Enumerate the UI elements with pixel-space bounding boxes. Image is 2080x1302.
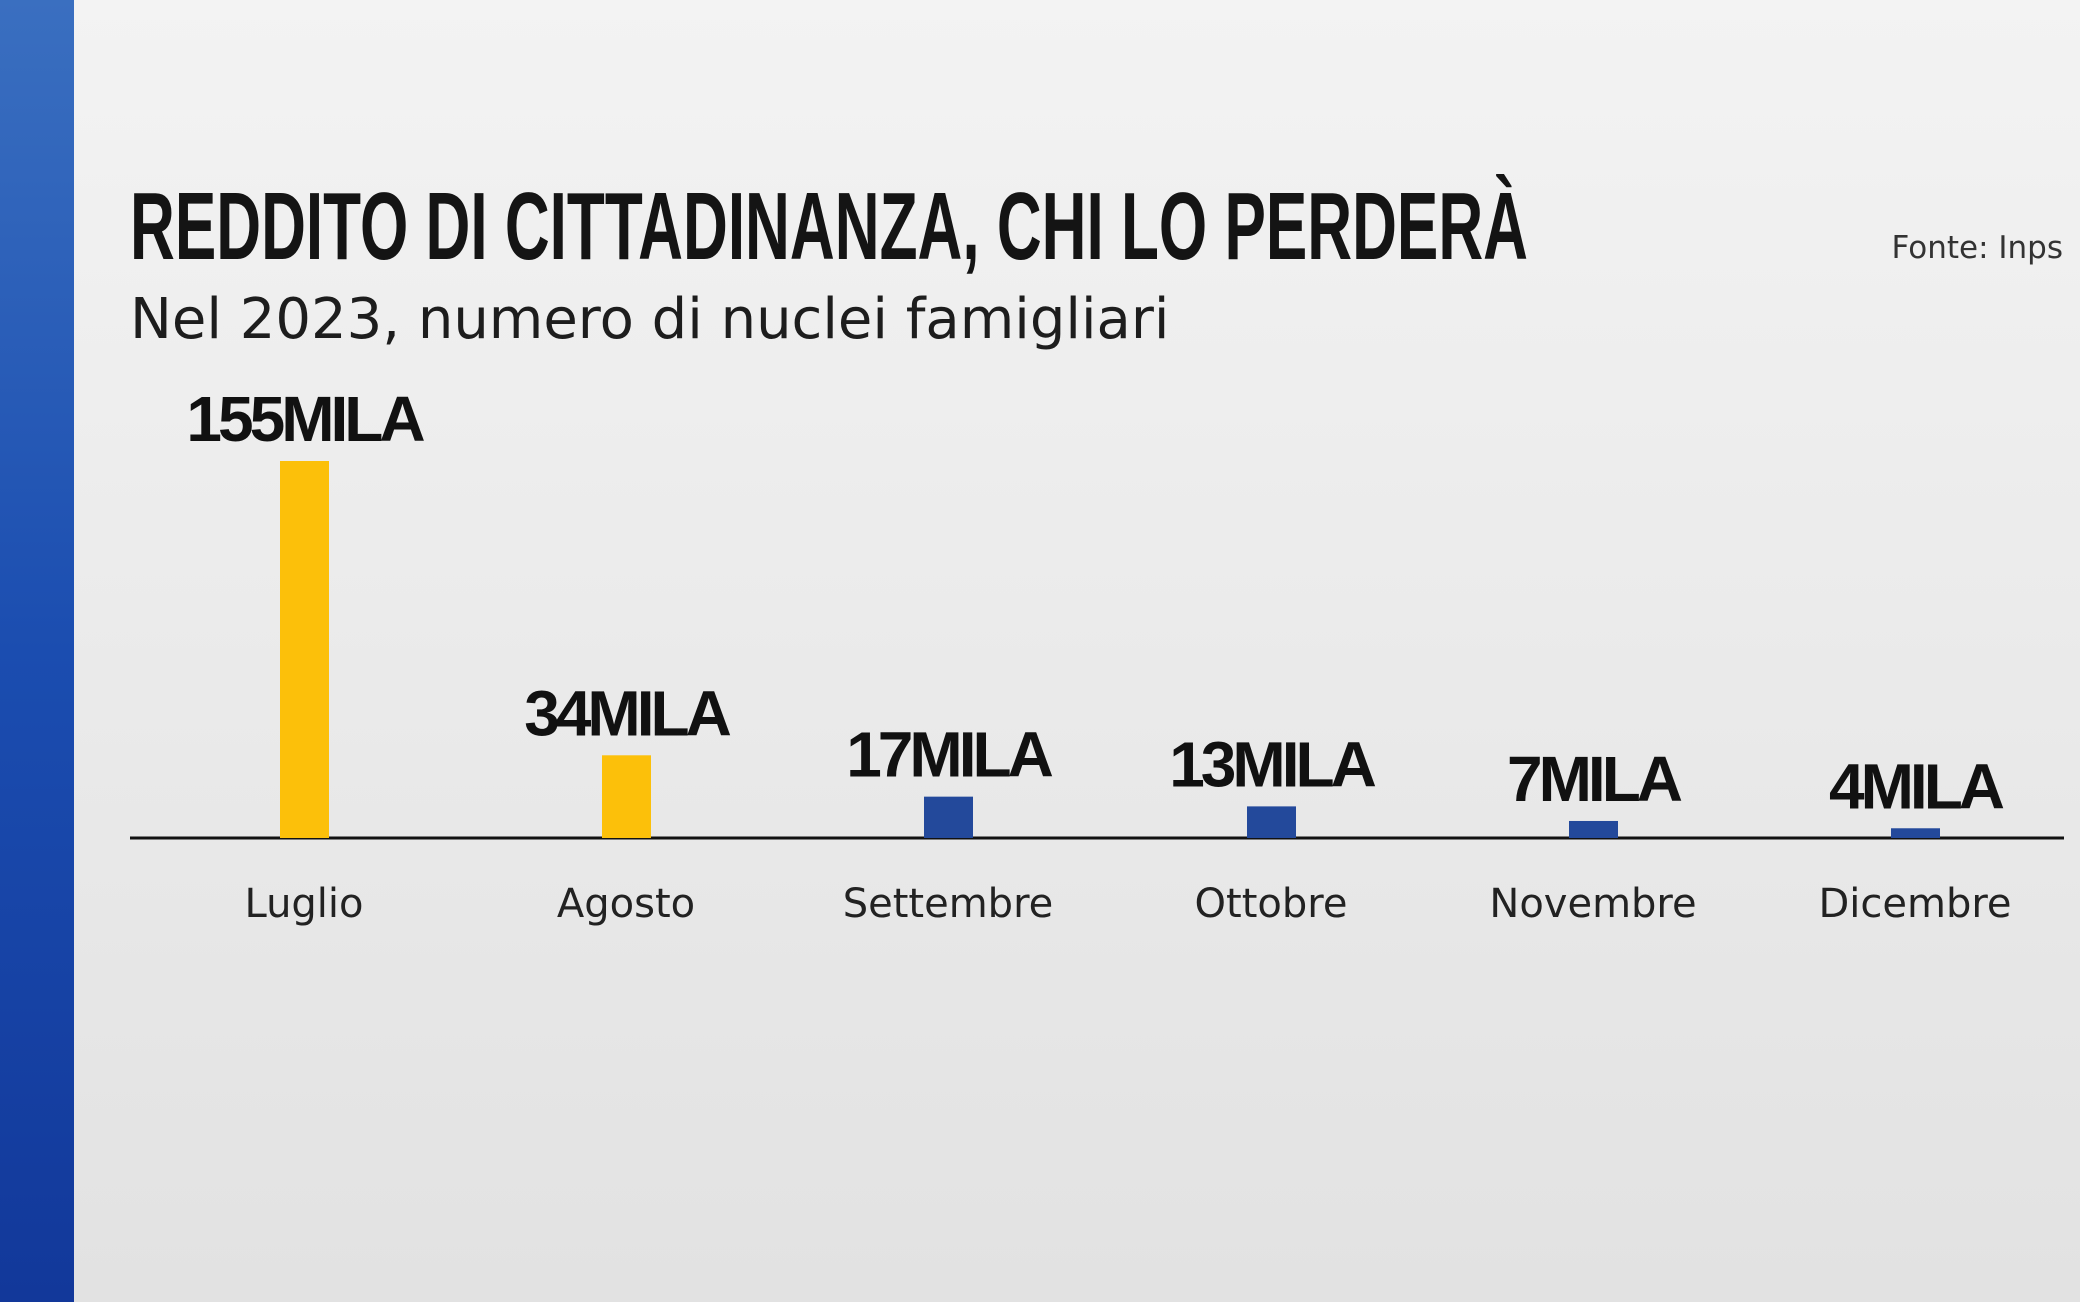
value-label: 155MILA	[186, 383, 424, 455]
value-label: 7MILA	[1507, 743, 1682, 815]
bar	[924, 796, 973, 838]
value-label: 34MILA	[524, 677, 730, 749]
x-tick-label: Agosto	[557, 881, 695, 927]
bar	[280, 461, 329, 838]
x-tick-label: Luglio	[244, 881, 363, 927]
value-label: 17MILA	[846, 719, 1052, 791]
side-strip	[0, 0, 74, 1302]
source: Fonte: Inps	[1892, 230, 2063, 266]
bar	[602, 755, 651, 838]
value-label: 13MILA	[1169, 728, 1375, 800]
bar	[1247, 806, 1296, 838]
bar	[1569, 820, 1618, 838]
x-tick-label: Novembre	[1489, 881, 1696, 927]
x-tick-label: Dicembre	[1818, 881, 2011, 927]
x-tick-label: Settembre	[843, 881, 1054, 927]
chart-subtitle: Nel 2023, numero di nuclei famigliari	[130, 287, 1169, 352]
x-tick-label: Ottobre	[1195, 881, 1348, 927]
value-label: 4MILA	[1829, 750, 2004, 822]
bar	[1891, 828, 1940, 838]
chart-title: REDDITO DI CITTADINANZA, CHI LO PERDERÀ	[130, 173, 1528, 280]
